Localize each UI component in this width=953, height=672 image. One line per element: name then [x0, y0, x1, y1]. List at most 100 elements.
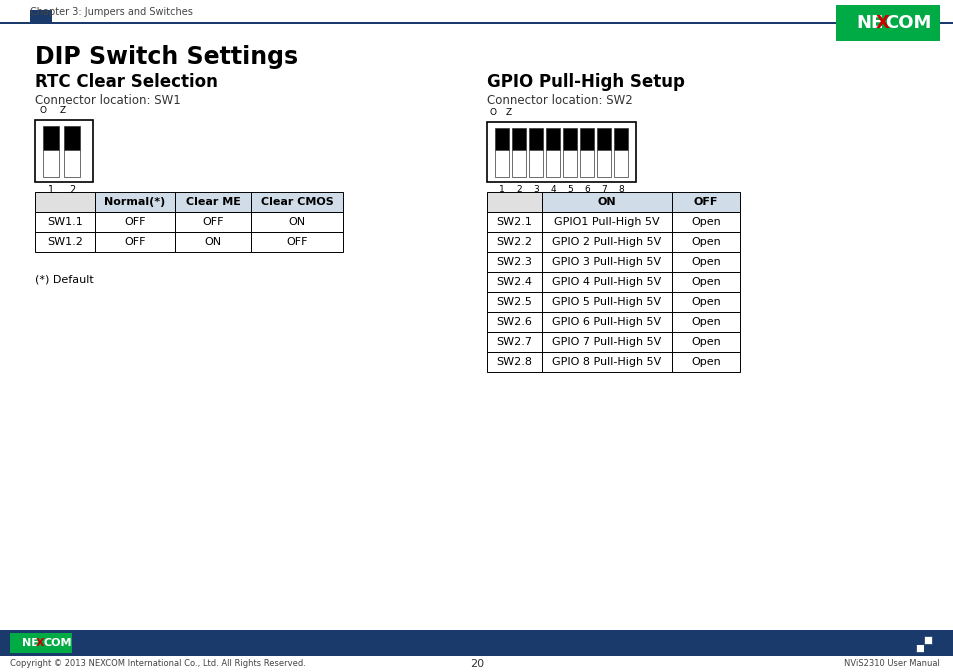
Bar — [671, 352, 740, 372]
Text: Z: Z — [60, 106, 66, 115]
Text: SW1.2: SW1.2 — [47, 237, 83, 247]
Bar — [541, 192, 671, 212]
Text: OFF: OFF — [693, 197, 718, 207]
Text: GPIO 7 Pull-High 5V: GPIO 7 Pull-High 5V — [552, 337, 661, 347]
Bar — [486, 232, 541, 252]
Bar — [671, 192, 740, 212]
Bar — [529, 128, 542, 150]
Text: GPIO 6 Pull-High 5V: GPIO 6 Pull-High 5V — [552, 317, 660, 327]
Bar — [923, 636, 931, 644]
Bar — [486, 122, 636, 182]
Text: Open: Open — [690, 277, 720, 287]
Text: Open: Open — [690, 317, 720, 327]
Text: X: X — [36, 638, 45, 648]
Bar — [174, 232, 251, 252]
Text: O: O — [39, 106, 47, 115]
Bar — [64, 126, 80, 150]
Text: Open: Open — [690, 217, 720, 227]
Bar — [671, 252, 740, 272]
Bar — [671, 292, 740, 312]
Text: GPIO 4 Pull-High 5V: GPIO 4 Pull-High 5V — [552, 277, 661, 287]
Bar — [541, 212, 671, 232]
Bar — [835, 5, 939, 41]
Text: OFF: OFF — [124, 237, 146, 247]
Text: 7: 7 — [600, 185, 606, 194]
Bar — [541, 292, 671, 312]
Bar — [923, 644, 931, 652]
Text: SW2.3: SW2.3 — [497, 257, 532, 267]
Text: Chapter 3: Jumpers and Switches: Chapter 3: Jumpers and Switches — [30, 7, 193, 17]
Bar — [545, 128, 559, 150]
Bar — [512, 128, 525, 150]
Bar — [597, 150, 610, 177]
Bar — [43, 150, 59, 177]
Text: GPIO 5 Pull-High 5V: GPIO 5 Pull-High 5V — [552, 297, 660, 307]
Text: OFF: OFF — [202, 217, 224, 227]
Bar — [541, 312, 671, 332]
Bar — [614, 128, 627, 150]
Text: NViS2310 User Manual: NViS2310 User Manual — [843, 659, 939, 669]
Bar — [0, 630, 953, 656]
Text: ON: ON — [288, 217, 305, 227]
Text: Open: Open — [690, 297, 720, 307]
Text: SW2.1: SW2.1 — [497, 217, 532, 227]
Text: Clear CMOS: Clear CMOS — [260, 197, 333, 207]
Bar — [486, 192, 541, 212]
Bar — [486, 312, 541, 332]
Text: Open: Open — [690, 337, 720, 347]
Bar — [545, 150, 559, 177]
Bar — [486, 272, 541, 292]
Text: SW2.6: SW2.6 — [497, 317, 532, 327]
Bar — [541, 252, 671, 272]
Text: O: O — [489, 108, 496, 117]
Bar — [0, 22, 953, 24]
Text: ON: ON — [204, 237, 221, 247]
Bar — [541, 272, 671, 292]
Bar — [512, 150, 525, 177]
Bar — [671, 312, 740, 332]
Text: 20: 20 — [470, 659, 483, 669]
Text: Clear ME: Clear ME — [186, 197, 240, 207]
Text: OFF: OFF — [286, 237, 308, 247]
Bar — [35, 192, 95, 212]
Bar — [671, 332, 740, 352]
Bar — [541, 332, 671, 352]
Text: Connector location: SW1: Connector location: SW1 — [35, 93, 180, 106]
Bar — [915, 636, 923, 644]
Text: (*) Default: (*) Default — [35, 275, 93, 285]
Text: DIP Switch Settings: DIP Switch Settings — [35, 45, 297, 69]
Bar — [671, 232, 740, 252]
Text: 5: 5 — [566, 185, 572, 194]
Bar — [251, 192, 343, 212]
Text: Z: Z — [505, 108, 512, 117]
Bar — [251, 232, 343, 252]
Text: Copyright © 2013 NEXCOM International Co., Ltd. All Rights Reserved.: Copyright © 2013 NEXCOM International Co… — [10, 659, 306, 669]
Text: 1: 1 — [48, 185, 54, 195]
Bar — [95, 192, 174, 212]
Text: SW2.8: SW2.8 — [496, 357, 532, 367]
Text: ON: ON — [598, 197, 616, 207]
Bar — [174, 212, 251, 232]
Text: SW2.2: SW2.2 — [496, 237, 532, 247]
Text: SW2.5: SW2.5 — [497, 297, 532, 307]
Text: NE: NE — [22, 638, 39, 648]
Bar — [671, 272, 740, 292]
Bar — [541, 232, 671, 252]
Text: Normal(*): Normal(*) — [104, 197, 166, 207]
Bar — [10, 633, 71, 653]
Text: Open: Open — [690, 257, 720, 267]
Text: OFF: OFF — [124, 217, 146, 227]
Text: SW2.4: SW2.4 — [496, 277, 532, 287]
Text: 2: 2 — [516, 185, 521, 194]
Bar — [64, 150, 80, 177]
Text: SW1.1: SW1.1 — [47, 217, 83, 227]
Text: 4: 4 — [550, 185, 556, 194]
Bar — [614, 150, 627, 177]
Text: X: X — [875, 14, 889, 32]
Text: 1: 1 — [498, 185, 504, 194]
Bar — [30, 10, 52, 24]
Text: RTC Clear Selection: RTC Clear Selection — [35, 73, 217, 91]
Bar — [486, 212, 541, 232]
Bar — [562, 150, 577, 177]
Text: 8: 8 — [618, 185, 623, 194]
